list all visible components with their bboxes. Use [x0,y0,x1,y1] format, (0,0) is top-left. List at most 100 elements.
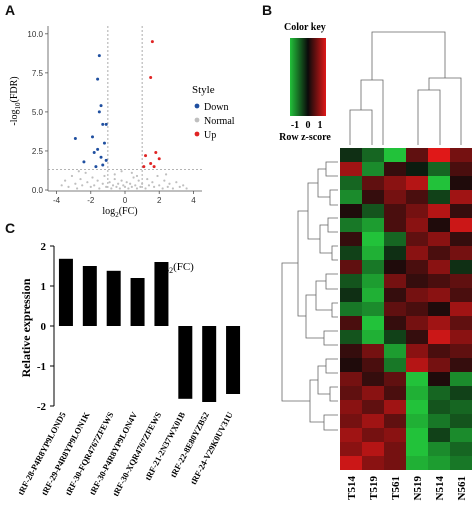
heatmap-cell [406,204,428,218]
heatmap-cell [362,148,384,162]
heatmap-cell [340,442,362,456]
heatmap-cell [340,386,362,400]
volcano-y-tick-label: 10.0 [27,30,43,39]
heatmap-cell [340,204,362,218]
heatmap-cell [362,274,384,288]
bar [154,262,169,326]
legend-item-up: Up [204,130,216,141]
legend-item-normal: Normal [204,116,235,127]
legend-item-down: Down [204,102,228,113]
heatmap-cell [384,218,406,232]
bar [178,326,193,399]
bar [226,326,241,394]
bar [82,266,97,326]
heatmap-cell [340,344,362,358]
heatmap-cell [406,274,428,288]
heatmap-cell [362,288,384,302]
volcano-point-normal [139,185,142,188]
heatmap-cell [428,414,450,428]
heatmap-cell [384,232,406,246]
volcano-point-normal [81,184,84,187]
heatmap-cell [428,372,450,386]
heatmap-cell [406,386,428,400]
volcano-y-axis-label: -log10(FDR) [9,76,22,125]
volcano-point-normal [158,184,161,187]
volcano-point-up [152,165,156,169]
heatmap-cell [428,274,450,288]
volcano-point-up [157,157,161,161]
volcano-point-up [149,76,153,80]
heatmap-cell [428,148,450,162]
volcano-point-normal [166,185,169,188]
heatmap-cell [450,302,472,316]
volcano-point-normal [144,187,147,190]
heatmap-cell [406,148,428,162]
heatmap-cell [450,414,472,428]
heatmap-cell [384,246,406,260]
volcano-point-down [99,155,103,159]
heatmap-cell [384,176,406,190]
heatmap-cell [406,372,428,386]
heatmap-cell [362,428,384,442]
heatmap-cell [428,330,450,344]
volcano-point-normal [113,177,116,181]
heatmap-cell [340,316,362,330]
heatmap-cell [406,176,428,190]
heatmap-cell [362,400,384,414]
heatmap-cell [362,456,384,470]
heatmap-cell [340,176,362,190]
volcano-point-normal [75,187,79,190]
heatmap-cell [362,414,384,428]
bar-series [58,258,241,402]
heatmap-cell [406,218,428,232]
row-dendrogram [281,161,338,431]
volcano-legend: Style Down Normal Up [192,84,235,141]
volcano-point-normal [110,187,113,190]
volcano-x-axis-label: log2(FC) [102,206,137,219]
bar-y-tick-label: 0 [41,321,47,333]
volcano-point-down [104,122,108,126]
volcano-point-up [150,40,154,44]
volcano-point-down [73,136,77,140]
heatmap-cell [450,232,472,246]
volcano-point-normal [93,184,96,187]
heatmap-column-label: N561 [456,476,468,500]
heatmap-cell [384,414,406,428]
volcano-y-tick-label: 7.5 [32,69,44,78]
color-key-tick-mid: 0 [306,120,311,131]
heatmap-cell [450,316,472,330]
heatmap-cell [428,190,450,204]
volcano-point-normal [156,174,159,178]
panel-label-a: A [5,2,16,18]
heatmap-cell [384,428,406,442]
legend-marker-up [194,131,200,137]
heatmap-column-label: T514 [346,476,358,500]
volcano-point-normal [141,182,144,185]
volcano-point-normal [86,181,89,184]
heatmap-cell [450,400,472,414]
heatmap-cell [384,358,406,372]
heatmap-cell [340,246,362,260]
volcano-point-down [90,135,94,139]
heatmap-cell [362,358,384,372]
volcano-point-normal [130,171,133,174]
heatmap-cells [340,148,472,470]
heatmap-cell [406,456,428,470]
bar-x-axis-label: log2(FC) [155,261,194,275]
heatmap-cell [428,232,450,246]
volcano-point-normal [91,176,94,179]
volcano-point-normal [185,187,188,190]
heatmap-cell [428,358,450,372]
heatmap-cell [384,190,406,204]
heatmap-cell [406,288,428,302]
heatmap-cell [384,148,406,162]
heatmap-cell [340,232,362,246]
heatmap-cell [362,316,384,330]
volcano-point-normal [77,170,80,173]
volcano-point-normal [168,182,171,185]
volcano-point-normal [113,173,116,176]
heatmap-cell [384,274,406,288]
heatmap-cell [362,344,384,358]
volcano-point-normal [70,174,74,178]
bar-category-labels: tRF-28-P4R8YP9LOND5tRF-29-P4R8YP9LON1KtR… [15,409,234,497]
